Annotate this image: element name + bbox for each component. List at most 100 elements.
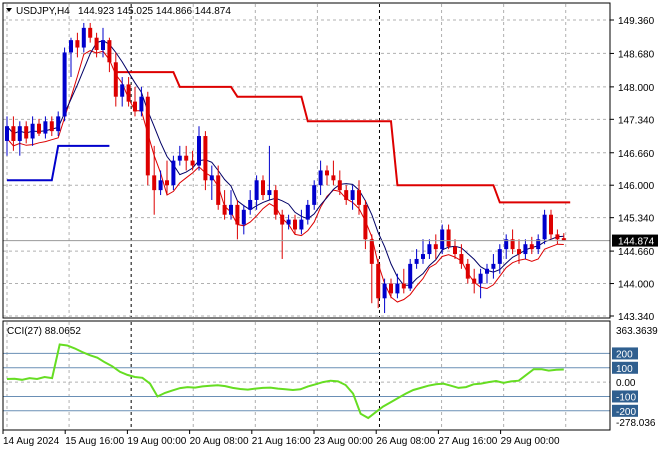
candle-body	[401, 283, 406, 289]
candle-body	[395, 283, 400, 294]
candle-body	[325, 170, 329, 176]
candle-up	[101, 27, 105, 58]
candle-body	[222, 204, 227, 215]
candle-down	[152, 145, 157, 215]
candle-body	[139, 96, 144, 112]
candle-body	[465, 263, 470, 279]
candle-down	[184, 145, 189, 171]
candle-body	[152, 175, 157, 191]
candle-down	[357, 180, 361, 215]
candle-down	[529, 236, 534, 255]
candle-body	[389, 283, 393, 294]
cci-level-label: -100	[616, 392, 636, 403]
candle-up	[504, 234, 509, 259]
candle-up	[286, 214, 291, 230]
candle-up	[542, 209, 547, 245]
candle-body	[120, 84, 125, 97]
candle-up	[523, 239, 528, 259]
candle-up	[69, 37, 73, 78]
candle-body	[536, 239, 541, 250]
candle-body	[504, 239, 509, 250]
candle-down	[517, 239, 521, 264]
candle-body	[369, 239, 374, 264]
candle-body	[209, 175, 214, 181]
price-axis: 149.360 148.680 148.000 147.340 146.660 146.0…	[610, 16, 655, 323]
candle-body	[337, 180, 342, 191]
candle-up	[318, 160, 323, 196]
candle-body	[529, 244, 534, 250]
candle-body	[56, 116, 61, 132]
candle-up	[299, 209, 304, 235]
candle-body	[555, 234, 560, 240]
candle-body	[517, 249, 521, 255]
candle-body	[421, 254, 425, 259]
candle-body	[62, 52, 67, 117]
candle-body	[312, 185, 317, 205]
ohlc-readout: 144.923 145.025 144.866 144.874	[78, 6, 231, 17]
candle-body	[267, 190, 272, 196]
candle-up	[209, 165, 214, 200]
y-tick-label: 146.000	[618, 181, 655, 192]
candle-down	[344, 185, 349, 205]
cci-line	[6, 343, 564, 420]
candle-body	[229, 204, 233, 215]
candle-down	[88, 22, 93, 43]
candle-down	[126, 77, 131, 107]
y-tick-label: 144.000	[618, 280, 655, 291]
cci-level-label: -200	[616, 407, 636, 418]
candle-body	[433, 244, 438, 250]
cci-scale-label: 0.00	[616, 378, 636, 389]
time-axis: 14 Aug 2024 15 Aug 16:00 19 Aug 00:00 20 Au…	[2, 430, 560, 447]
candle-body	[17, 126, 22, 141]
candle-down	[389, 278, 393, 299]
candle-body	[472, 278, 477, 284]
cci-level-label: 200	[616, 349, 633, 360]
main-grid	[3, 4, 610, 317]
collapse-triangle-icon[interactable]	[6, 8, 12, 12]
candle-up	[267, 145, 272, 200]
y-tick-label: 146.660	[618, 149, 655, 160]
candle-down	[222, 190, 227, 220]
candle-down	[11, 116, 16, 151]
candle-body	[299, 219, 304, 230]
candle-body	[510, 239, 515, 250]
candle-body	[203, 136, 208, 181]
candle-up	[177, 145, 182, 166]
candle-body	[165, 180, 169, 186]
candle-body	[248, 199, 253, 210]
candle-up	[485, 263, 489, 284]
x-tick-label: 23 Aug 00:00	[314, 436, 373, 447]
x-tick-label: 21 Aug 16:00	[252, 436, 311, 447]
candle-up	[5, 116, 9, 156]
candle-body	[235, 204, 240, 225]
x-tick-label: 20 Aug 08:00	[190, 436, 249, 447]
x-tick-label: 27 Aug 16:00	[438, 436, 497, 447]
candle-up	[427, 239, 432, 259]
candle-down	[465, 258, 470, 284]
symbol-label: USDJPY,H4	[16, 6, 70, 17]
candle-body	[43, 121, 48, 134]
candle-down	[49, 116, 54, 137]
candle-down	[107, 37, 112, 73]
candle-body	[216, 175, 221, 205]
candle-up	[229, 190, 233, 220]
cci-scale-label: -278.036	[616, 418, 656, 429]
candle-body	[305, 204, 310, 220]
candle-down	[280, 209, 285, 259]
cci-panel-frame	[2, 320, 611, 431]
trailing-stop-up	[7, 144, 110, 182]
candle-down	[37, 118, 41, 137]
candle-body	[459, 254, 464, 264]
trailing-stop-down	[115, 71, 571, 204]
candle-body	[88, 27, 93, 38]
candle-body	[24, 126, 29, 139]
candle-up	[421, 239, 425, 264]
candle-down	[203, 131, 208, 191]
candle-body	[408, 263, 413, 289]
x-tick-label: 14 Aug 2024	[3, 436, 60, 447]
candle-up	[414, 249, 419, 269]
candle-body	[523, 244, 528, 255]
candle-down	[459, 244, 464, 269]
candle-body	[5, 126, 9, 141]
